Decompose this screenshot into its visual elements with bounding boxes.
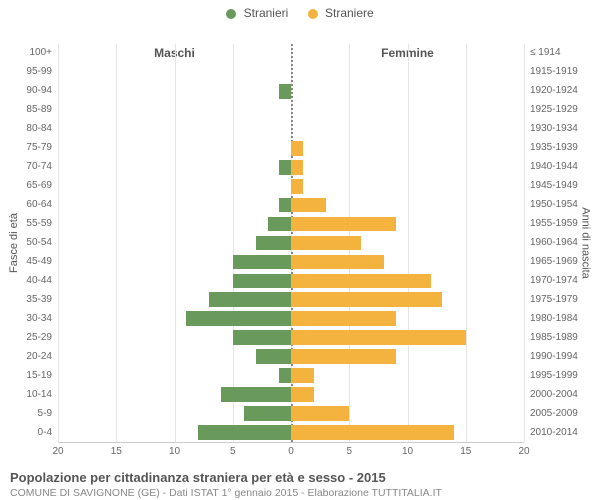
plot-area: 201510505101520100+≤ 191495-991915-19199… <box>58 44 524 442</box>
chart-subtitle: COMUNE DI SAVIGNONE (GE) - Dati ISTAT 1°… <box>10 487 590 499</box>
birth-year-label: 1940-1944 <box>524 162 600 172</box>
legend-item-male: Stranieri <box>226 6 288 20</box>
bar-male <box>198 425 291 440</box>
bar-male <box>221 387 291 402</box>
bar-male <box>244 406 291 421</box>
birth-year-label: 2005-2009 <box>524 409 600 419</box>
x-tick-label: 10 <box>169 446 180 457</box>
gridline <box>233 44 234 442</box>
age-label: 65-69 <box>0 181 58 191</box>
x-tick-label: 10 <box>402 446 413 457</box>
age-label: 85-89 <box>0 105 58 115</box>
birth-year-label: 1925-1929 <box>524 105 600 115</box>
birth-year-label: 1920-1924 <box>524 86 600 96</box>
birth-year-label: 1980-1984 <box>524 314 600 324</box>
x-tick-label: 20 <box>52 446 63 457</box>
birth-year-label: 1935-1939 <box>524 143 600 153</box>
chart-container: Stranieri Straniere Maschi Femmine 20151… <box>0 0 600 500</box>
axis-title-age: Fasce di età <box>8 213 20 273</box>
birth-year-label: 1930-1934 <box>524 124 600 134</box>
bar-female <box>291 160 303 175</box>
legend-swatch-male <box>226 9 236 19</box>
bar-male <box>279 368 291 383</box>
age-label: 60-64 <box>0 200 58 210</box>
x-tick-label: 0 <box>288 446 294 457</box>
bar-female <box>291 198 326 213</box>
bar-female <box>291 311 396 326</box>
birth-year-label: 1990-1994 <box>524 352 600 362</box>
x-tick-label: 20 <box>518 446 529 457</box>
gridline <box>466 44 467 442</box>
gridline <box>408 44 409 442</box>
age-label: 30-34 <box>0 314 58 324</box>
bar-male <box>233 274 291 289</box>
axis-title-birth: Anni di nascita <box>580 207 592 279</box>
bar-female <box>291 387 314 402</box>
legend-swatch-female <box>308 9 318 19</box>
bar-male <box>279 84 291 99</box>
x-tick-label: 15 <box>460 446 471 457</box>
x-tick-label: 15 <box>111 446 122 457</box>
age-label: 40-44 <box>0 276 58 286</box>
bar-male <box>256 349 291 364</box>
age-label: 90-94 <box>0 86 58 96</box>
bar-female <box>291 217 396 232</box>
age-label: 5-9 <box>0 409 58 419</box>
birth-year-label: ≤ 1914 <box>524 48 600 58</box>
bar-female <box>291 255 384 270</box>
birth-year-label: 1975-1979 <box>524 295 600 305</box>
bar-male <box>233 255 291 270</box>
bar-male <box>256 236 291 251</box>
age-label: 0-4 <box>0 428 58 438</box>
bar-male <box>279 198 291 213</box>
legend-label-female: Straniere <box>325 6 374 20</box>
age-label: 35-39 <box>0 295 58 305</box>
x-tick-label: 5 <box>346 446 352 457</box>
age-label: 10-14 <box>0 390 58 400</box>
legend-item-female: Straniere <box>308 6 374 20</box>
age-label: 70-74 <box>0 162 58 172</box>
age-label: 25-29 <box>0 333 58 343</box>
birth-year-label: 1995-1999 <box>524 371 600 381</box>
bar-female <box>291 179 303 194</box>
bar-male <box>233 330 291 345</box>
bar-female <box>291 141 303 156</box>
x-tick-label: 5 <box>230 446 236 457</box>
bar-male <box>209 292 291 307</box>
column-headers: Maschi Femmine <box>0 20 600 38</box>
gridline <box>116 44 117 442</box>
birth-year-label: 2000-2004 <box>524 390 600 400</box>
bar-female <box>291 236 361 251</box>
birth-year-label: 1915-1919 <box>524 67 600 77</box>
bar-male <box>186 311 291 326</box>
age-label: 20-24 <box>0 352 58 362</box>
birth-year-label: 1985-1989 <box>524 333 600 343</box>
bar-female <box>291 330 466 345</box>
bar-female <box>291 349 396 364</box>
legend-label-male: Stranieri <box>244 6 289 20</box>
bar-male <box>268 217 291 232</box>
gridline <box>58 44 59 442</box>
bar-female <box>291 368 314 383</box>
bar-female <box>291 292 442 307</box>
bar-female <box>291 274 431 289</box>
age-label: 95-99 <box>0 67 58 77</box>
bar-male <box>279 160 291 175</box>
bar-female <box>291 406 349 421</box>
age-label: 100+ <box>0 48 58 58</box>
gridline <box>175 44 176 442</box>
footer: Popolazione per cittadinanza straniera p… <box>0 464 600 499</box>
age-label: 80-84 <box>0 124 58 134</box>
age-label: 15-19 <box>0 371 58 381</box>
birth-year-label: 2010-2014 <box>524 428 600 438</box>
legend: Stranieri Straniere <box>0 0 600 20</box>
chart-title: Popolazione per cittadinanza straniera p… <box>10 470 590 485</box>
age-label: 75-79 <box>0 143 58 153</box>
bar-female <box>291 425 454 440</box>
birth-year-label: 1945-1949 <box>524 181 600 191</box>
